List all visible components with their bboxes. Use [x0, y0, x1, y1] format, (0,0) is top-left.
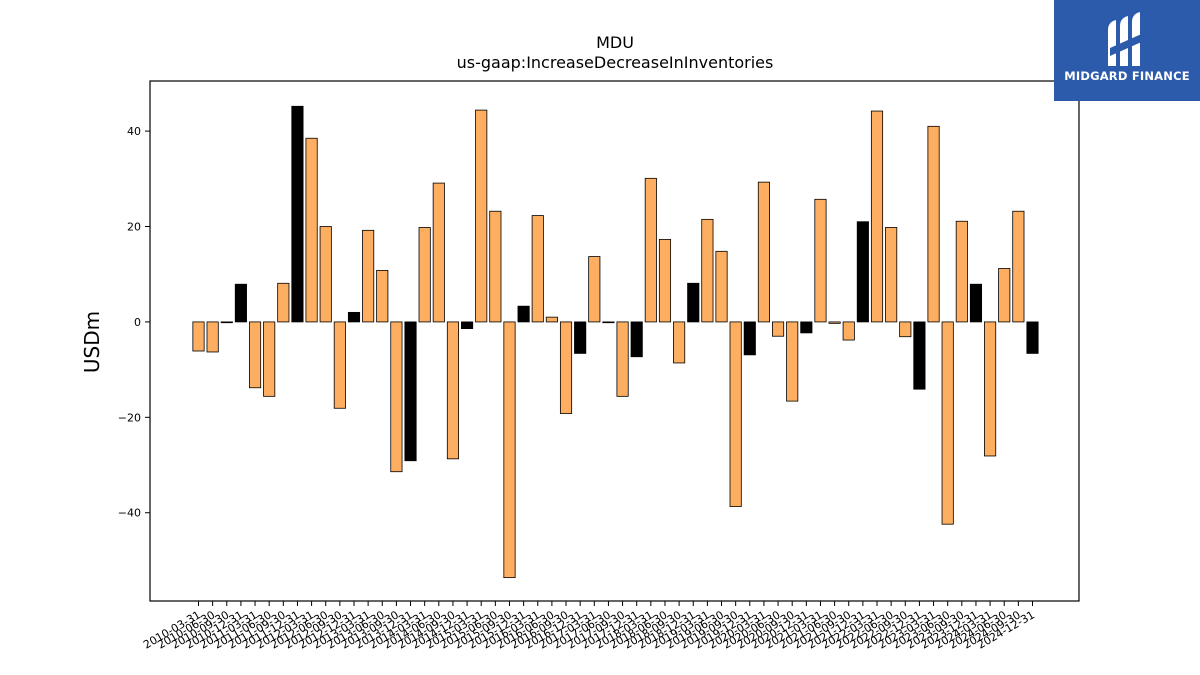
plot-frame — [149, 80, 1080, 602]
bar-2018-06-30 — [658, 238, 672, 323]
bar-2023-03-31 — [927, 125, 940, 323]
bar-2017-09-30 — [616, 321, 629, 397]
bar-2019-12-31 — [743, 321, 756, 356]
bar-2020-06-30 — [772, 321, 785, 337]
bar-2013-12-31 — [404, 321, 417, 462]
bar-2019-03-31 — [701, 218, 714, 323]
bar-2011-06-30 — [263, 321, 276, 397]
bar-2017-12-31 — [630, 321, 643, 358]
bar-2015-06-30 — [489, 210, 502, 323]
bar-2022-03-31 — [870, 110, 884, 323]
bar-2013-06-30 — [376, 269, 389, 323]
bar-2019-09-30 — [729, 321, 742, 507]
bar-2012-09-30 — [333, 321, 346, 409]
bar-2014-06-30 — [432, 182, 445, 323]
bar-2011-12-31 — [291, 105, 304, 323]
bar-2013-09-30 — [390, 321, 403, 473]
bar-2017-03-31 — [588, 256, 601, 323]
bar-2016-12-31 — [574, 321, 587, 354]
bar-2021-12-31 — [856, 221, 869, 323]
bar-2021-03-31 — [814, 198, 827, 323]
bar-2010-03-31 — [192, 321, 205, 352]
bar-2016-06-30 — [545, 316, 558, 323]
y-tick-label: −20 — [118, 411, 141, 424]
bar-2021-06-30 — [828, 321, 841, 324]
bar-2024-03-31 — [984, 321, 997, 457]
bar-2015-03-31 — [475, 109, 488, 323]
x-axis: 2010-03-312010-06-302010-09-302010-12-31… — [141, 601, 1037, 652]
bar-2020-09-30 — [786, 321, 799, 402]
bar-2019-06-30 — [715, 250, 728, 323]
bar-2011-09-30 — [277, 282, 290, 323]
bar-2013-03-31 — [362, 229, 375, 323]
bar-2022-12-31 — [913, 321, 926, 390]
bar-2021-09-30 — [842, 321, 855, 341]
bar-2012-12-31 — [347, 311, 361, 323]
bar-2010-09-30 — [220, 321, 233, 324]
bar-2014-09-30 — [446, 321, 459, 460]
bar-2012-03-31 — [305, 137, 318, 323]
bar-2020-12-31 — [800, 321, 813, 334]
bar-2016-03-31 — [531, 215, 544, 323]
brand-name: MIDGARD FINANCE — [1064, 69, 1190, 83]
brand-logo: MIDGARD FINANCE — [1054, 0, 1200, 101]
bar-2010-12-31 — [234, 283, 247, 323]
bar-2011-03-31 — [248, 321, 262, 389]
bar-2014-12-31 — [461, 321, 474, 329]
bar-2015-09-30 — [503, 321, 516, 579]
bar-2018-09-30 — [673, 321, 686, 364]
bar-2024-12-31 — [1026, 321, 1039, 354]
bar-2023-09-30 — [955, 220, 968, 323]
chart-subtitle: us-gaap:IncreaseDecreaseInInventories — [457, 53, 774, 72]
chart-title: MDU — [596, 33, 634, 52]
bar-2010-06-30 — [206, 321, 219, 353]
bar-2022-09-30 — [899, 321, 912, 338]
bar-2018-12-31 — [687, 282, 700, 323]
bar-2023-12-31 — [969, 283, 983, 323]
y-tick-label: 40 — [127, 125, 141, 138]
bar-2024-09-30 — [1012, 210, 1025, 323]
y-axis: −40 −20 0 20 40 — [118, 125, 150, 520]
bar-2020-03-31 — [757, 181, 770, 323]
bar-2014-03-31 — [418, 227, 431, 323]
bars-group — [192, 105, 1039, 579]
midgard-m-logo-icon — [1108, 12, 1146, 66]
y-tick-label: 0 — [134, 316, 141, 329]
bar-2018-03-31 — [644, 177, 657, 323]
bar-2022-06-30 — [885, 227, 898, 323]
y-tick-label: −40 — [118, 507, 141, 520]
bar-2024-06-30 — [998, 268, 1011, 323]
y-tick-label: 20 — [127, 221, 141, 234]
bar-2015-12-31 — [517, 305, 530, 323]
bar-2016-09-30 — [559, 321, 573, 414]
bar-2017-06-30 — [602, 321, 615, 324]
y-axis-label: USDm — [80, 311, 104, 373]
bar-2023-06-30 — [941, 321, 954, 525]
bar-2012-06-30 — [319, 226, 332, 323]
